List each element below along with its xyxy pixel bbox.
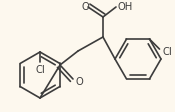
Text: Cl: Cl [35,64,45,74]
Text: OH: OH [117,2,133,12]
Text: O: O [81,2,89,12]
Text: Cl: Cl [163,47,172,57]
Text: O: O [75,76,83,86]
